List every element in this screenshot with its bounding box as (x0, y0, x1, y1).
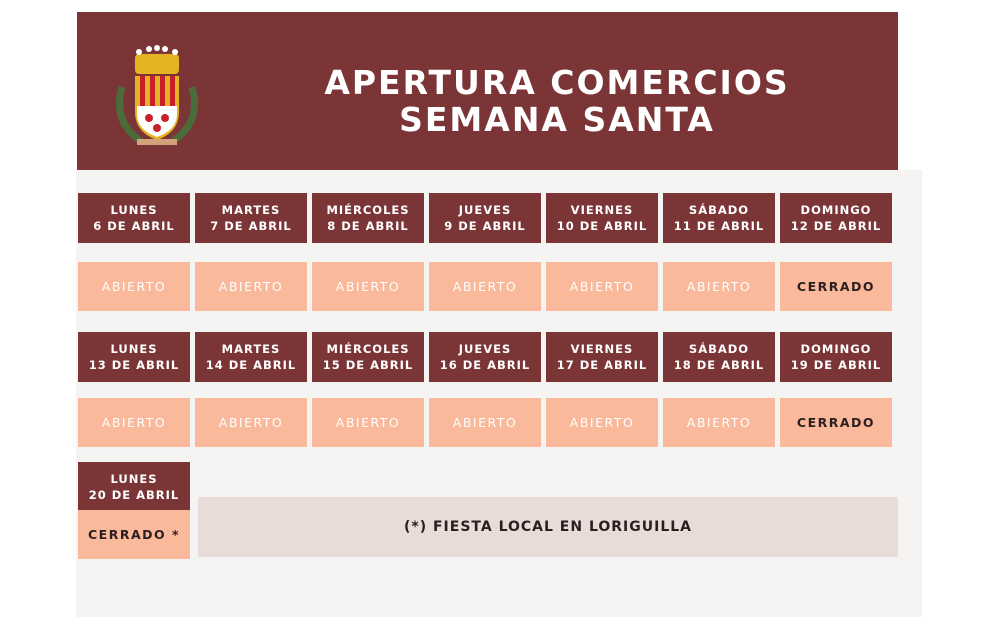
note: (*) FIESTA LOCAL EN LORIGUILLA (198, 497, 898, 557)
day-status: ABIERTO (663, 262, 775, 311)
header: APERTURA COMERCIOS SEMANA SANTA (77, 12, 898, 170)
day-name: MARTES (221, 203, 281, 217)
day-header: MIÉRCOLES 15 DE ABRIL (312, 332, 424, 382)
day-date: 6 DE ABRIL (93, 219, 175, 233)
day-header: MARTES 14 DE ABRIL (195, 332, 307, 382)
day-date: 8 DE ABRIL (327, 219, 409, 233)
day-header: LUNES 20 DE ABRIL (78, 462, 190, 512)
day-status: CERRADO * (78, 510, 190, 559)
day-header: SÁBADO 11 DE ABRIL (663, 193, 775, 243)
day-name: DOMINGO (800, 342, 872, 356)
day-date: 19 DE ABRIL (790, 358, 882, 372)
title-line: APERTURA COMERCIOS (324, 63, 790, 102)
day-status: ABIERTO (429, 398, 541, 447)
day-date: 18 DE ABRIL (673, 358, 765, 372)
day-header: MARTES 7 DE ABRIL (195, 193, 307, 243)
day-status: ABIERTO (78, 262, 190, 311)
crest (116, 45, 198, 145)
day-name: SÁBADO (688, 203, 750, 217)
day-name: MARTES (221, 342, 281, 356)
day-name: VIERNES (570, 203, 634, 217)
day-header: JUEVES 9 DE ABRIL (429, 193, 541, 243)
day-status: ABIERTO (312, 398, 424, 447)
day-status: ABIERTO (429, 262, 541, 311)
day-name: JUEVES (458, 342, 512, 356)
day-name: DOMINGO (800, 203, 872, 217)
day-name: JUEVES (458, 203, 512, 217)
day-header: DOMINGO 12 DE ABRIL (780, 193, 892, 243)
day-header: LUNES 6 DE ABRIL (78, 193, 190, 243)
day-header: SÁBADO 18 DE ABRIL (663, 332, 775, 382)
day-header: VIERNES 10 DE ABRIL (546, 193, 658, 243)
title: APERTURA COMERCIOS SEMANA SANTA (227, 64, 887, 138)
day-status: ABIERTO (663, 398, 775, 447)
day-status: ABIERTO (312, 262, 424, 311)
day-date: 7 DE ABRIL (210, 219, 292, 233)
day-date: 13 DE ABRIL (88, 358, 180, 372)
day-status: CERRADO (780, 398, 892, 447)
day-header: DOMINGO 19 DE ABRIL (780, 332, 892, 382)
day-status: ABIERTO (195, 398, 307, 447)
day-name: LUNES (110, 472, 158, 486)
day-status: ABIERTO (546, 262, 658, 311)
day-date: 14 DE ABRIL (205, 358, 297, 372)
title-line: SEMANA SANTA (399, 100, 715, 139)
day-date: 10 DE ABRIL (556, 219, 648, 233)
day-date: 15 DE ABRIL (322, 358, 414, 372)
day-name: LUNES (110, 203, 158, 217)
day-name: MIÉRCOLES (326, 342, 410, 356)
day-date: 20 DE ABRIL (88, 488, 180, 502)
day-name: SÁBADO (688, 342, 750, 356)
day-name: LUNES (110, 342, 158, 356)
day-date: 16 DE ABRIL (439, 358, 531, 372)
day-name: MIÉRCOLES (326, 203, 410, 217)
day-date: 12 DE ABRIL (790, 219, 882, 233)
day-status: CERRADO (780, 262, 892, 311)
day-header: JUEVES 16 DE ABRIL (429, 332, 541, 382)
day-header: LUNES 13 DE ABRIL (78, 332, 190, 382)
day-status: ABIERTO (195, 262, 307, 311)
day-status: ABIERTO (78, 398, 190, 447)
day-date: 11 DE ABRIL (673, 219, 765, 233)
day-header: MIÉRCOLES 8 DE ABRIL (312, 193, 424, 243)
day-date: 9 DE ABRIL (444, 219, 526, 233)
day-header: VIERNES 17 DE ABRIL (546, 332, 658, 382)
day-status: ABIERTO (546, 398, 658, 447)
day-name: VIERNES (570, 342, 634, 356)
day-date: 17 DE ABRIL (556, 358, 648, 372)
